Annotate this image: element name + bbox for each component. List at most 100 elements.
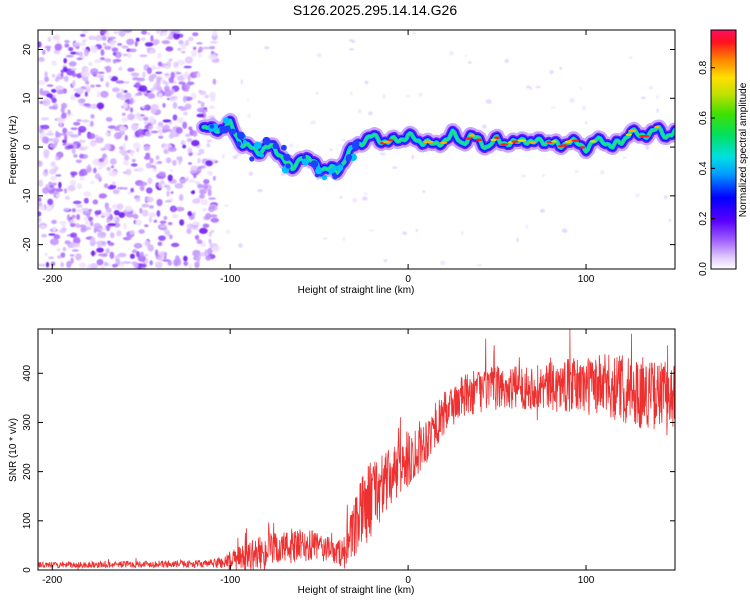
spectrogram-noise-blob (402, 231, 407, 236)
spectrogram-noise-blob (133, 262, 139, 269)
spectrogram-noise-blob (106, 225, 110, 232)
spectrogram-noise-blob (197, 183, 204, 189)
spectrogram-noise-blob (151, 73, 157, 79)
spectrogram-noise-blob (83, 197, 89, 204)
spectrogram-noise-blob (648, 85, 654, 90)
spectrogram-noise-blob (196, 41, 203, 45)
spectrogram-noise-blob (130, 72, 140, 77)
spectrogram-ridge-blob (348, 145, 353, 150)
spectrogram-noise-blob (148, 216, 153, 223)
spectrogram-noise-blob (38, 127, 43, 134)
spectrogram-noise-blob (162, 80, 167, 84)
spectrogram-ridge-blob (222, 117, 230, 124)
spectrogram-noise-blob (45, 132, 55, 136)
spectrogram-noise-blob (114, 31, 120, 34)
spectrogram-noise-blob (172, 101, 178, 109)
spectrogram-noise-blob (130, 187, 134, 193)
spectrogram-noise-blob (164, 129, 173, 132)
spectrogram-noise-blob (415, 228, 418, 233)
spectrogram-noise-blob (89, 221, 94, 227)
spectrogram-noise-blob (61, 102, 68, 109)
spectrogram-ridge-blob (301, 155, 307, 160)
spectrogram-noise-blob (449, 51, 454, 56)
spectrogram-noise-blob (131, 158, 136, 163)
spectrogram-noise-blob (186, 223, 194, 230)
spectrogram-y-label: Frequency (Hz) (8, 116, 19, 185)
spectrogram-noise-blob (101, 265, 105, 269)
spectrogram-noise-blob (43, 152, 49, 159)
spectrogram-noise-blob (90, 68, 99, 76)
spectrogram-ridge-inner (202, 119, 675, 175)
spectrogram-noise-blob (169, 234, 173, 240)
spectrogram-noise-blob (85, 80, 90, 85)
spectrogram-noise-blob (162, 102, 166, 108)
spectrogram-noise-blob (183, 111, 188, 116)
spectrogram-noise-blob (93, 222, 102, 229)
spectrogram-noise-blob (60, 252, 66, 258)
spectrogram-noise-blob (180, 43, 186, 50)
spectrogram-ridge-peak (579, 146, 586, 149)
spectrogram-noise-blob (210, 217, 220, 223)
spectrogram-noise-blob (194, 180, 200, 185)
spectrogram-noise-blob (81, 47, 86, 51)
spectrogram-noise-blob (104, 211, 111, 218)
spectrogram-noise-blob (82, 39, 87, 43)
spectrogram-noise-blob (55, 85, 64, 91)
spectrogram-noise-blob (110, 165, 115, 169)
spectrogram-noise-blob (127, 113, 135, 121)
spectrogram-ridge-blob (236, 131, 245, 140)
spectrogram-noise-blob (199, 90, 207, 96)
spectrogram-noise-blob (188, 179, 195, 183)
spectrogram-noise-blob (104, 132, 110, 136)
spectrogram-noise-blob (87, 61, 93, 67)
spectrogram-noise-blob (130, 149, 134, 157)
spectrogram-noise-blob (177, 47, 182, 51)
spectrogram-noise-blob (73, 154, 78, 158)
spectrogram-y-tick-label: -10 (22, 188, 33, 203)
spectrogram-noise-blob (163, 215, 168, 220)
spectrogram-noise-blob (73, 143, 78, 149)
spectrogram-ridge-blob (272, 142, 279, 150)
spectrogram-noise-blob (641, 96, 646, 99)
spectrogram-noise-blob (211, 246, 220, 253)
spectrogram-noise-blob (159, 129, 163, 137)
spectrogram-noise-blob (70, 232, 78, 238)
spectrogram-noise-blob (166, 229, 171, 237)
colorbar-tick-label: 0.0 (698, 262, 709, 276)
spectrogram-y-tick-label: 0 (22, 144, 33, 150)
spectrogram-noise-blob (88, 216, 92, 222)
spectrogram-noise-blob (78, 103, 84, 107)
spectrogram-noise-blob (182, 144, 187, 149)
spectrogram-noise-blob (232, 155, 239, 159)
spectrogram-noise-blob (76, 214, 81, 221)
spectrogram-noise-blob (62, 246, 67, 252)
spectrogram-noise-blob (183, 261, 189, 266)
spectrogram-ridge-peak (511, 140, 519, 143)
spectrogram-noise-blob (167, 174, 173, 182)
spectrogram-noise-blob (85, 84, 90, 89)
spectrogram-ridge-peak (475, 138, 483, 142)
spectrogram-noise-blob (111, 47, 119, 52)
spectrogram-noise-blob (238, 243, 243, 248)
spectrogram-noise-blob (208, 231, 212, 237)
spectrogram-noise-blob (154, 249, 159, 257)
spectrogram-noise-blob (158, 183, 163, 189)
spectrogram-noise-blob (96, 90, 101, 98)
spectrogram-ridge-blob (345, 156, 351, 162)
spectrogram-ridge-peak (625, 133, 632, 137)
colorbar-ticks: 0.0 0.2 0.4 0.6 0.8 (698, 60, 715, 276)
spectrogram-noise-blob (63, 188, 68, 194)
spectrogram-ridge-peak (494, 136, 501, 139)
spectrogram-noise-blob (136, 147, 140, 153)
spectrogram-ridge-blob (235, 141, 242, 147)
spectrogram-ridge-blob (230, 128, 236, 135)
spectrogram-noise-blob (107, 263, 111, 267)
spectrogram-noise-blob (83, 191, 92, 197)
spectrogram-noise-blob (521, 174, 526, 178)
spectrogram-noise-blob (165, 157, 172, 164)
spectrogram-noise-blob (44, 71, 48, 78)
spectrogram-noise-blob (72, 79, 76, 88)
spectrogram-noise-blob (196, 152, 202, 156)
spectrogram-noise-blob (70, 51, 77, 55)
spectrogram-noise-blob (140, 37, 146, 41)
